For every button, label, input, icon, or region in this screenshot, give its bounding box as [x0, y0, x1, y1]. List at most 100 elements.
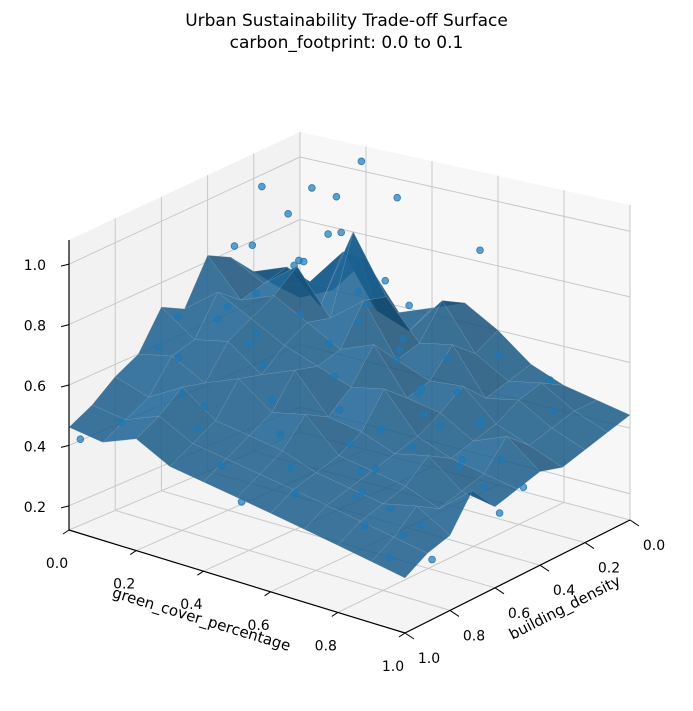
scatter-point	[354, 317, 363, 326]
x-axis-line	[68, 529, 406, 634]
scatter-point	[475, 422, 484, 430]
scatter-point	[497, 455, 506, 464]
axis-lines	[60, 240, 640, 640]
scatter-point	[478, 416, 486, 424]
scatter-point	[455, 463, 463, 471]
scatter-points	[76, 157, 558, 564]
scatter-point	[550, 406, 558, 415]
chart-subtitle: carbon_footprint: 0.0 to 0.1	[229, 33, 464, 53]
scatter-point	[174, 313, 182, 321]
y-tick	[539, 564, 550, 572]
y-tick	[629, 519, 640, 527]
x-tick-label: 1.0	[382, 659, 404, 675]
scatter-point	[299, 257, 308, 266]
scatter-point	[458, 455, 467, 464]
scatter-point	[346, 439, 354, 448]
scatter-point	[371, 465, 380, 474]
scatter-point	[400, 530, 408, 539]
scatter-point	[358, 487, 367, 496]
y-tick	[584, 542, 595, 550]
scatter-point	[392, 356, 401, 364]
scatter-point	[363, 300, 371, 309]
scatter-point	[480, 483, 489, 491]
surface-mesh	[68, 231, 631, 579]
y-tick	[404, 632, 415, 640]
scatter-point	[252, 330, 261, 338]
y-tick	[449, 609, 460, 617]
scatter-point	[436, 422, 445, 430]
y-axis-line	[404, 519, 631, 634]
scatter-point	[495, 352, 503, 360]
scatter-point	[337, 228, 345, 237]
scatter-point	[354, 287, 363, 296]
scatter-point	[325, 339, 334, 348]
scatter-point	[399, 335, 407, 343]
z-tick-label: 0.6	[24, 379, 46, 395]
scatter-point	[200, 402, 209, 411]
x-tick-label: 0.2	[113, 577, 135, 593]
tick-labels: 0.0 0.2 0.4 0.6 0.8 1.0 0.0 0.2 0.4 0.6 0.8 1.0 0.2 0…	[24, 258, 665, 675]
x-tick	[331, 611, 339, 617]
z-tick	[60, 324, 70, 328]
scatter-point	[276, 430, 285, 438]
z-tick	[60, 444, 70, 448]
y-tick-label: 0.8	[463, 628, 485, 644]
z-tick-label: 1.0	[24, 258, 46, 274]
scatter-point	[153, 343, 162, 351]
scatter-point	[395, 346, 404, 355]
scatter-point	[377, 425, 386, 434]
x-tick-label: 0.6	[247, 618, 269, 634]
chart-title: Urban Sustainability Trade-off Surface	[185, 11, 508, 31]
y-tick-label: 1.0	[418, 651, 440, 667]
scatter-point	[332, 192, 341, 201]
z-tick	[60, 263, 70, 267]
scatter-point	[417, 384, 426, 392]
scatter-point	[405, 301, 413, 310]
x-tick	[197, 570, 204, 576]
z-tick-label: 0.2	[24, 500, 46, 516]
scatter-point	[408, 443, 416, 452]
scatter-point	[178, 389, 186, 398]
scatter-point	[381, 276, 390, 285]
grid-line	[68, 219, 301, 326]
scatter-point	[117, 418, 125, 426]
z-tick	[60, 505, 70, 509]
grid-line	[68, 156, 301, 265]
scatter-point	[259, 361, 268, 370]
scatter-point	[237, 498, 246, 506]
x-tick-label: 0.8	[315, 638, 337, 654]
scatter-point	[352, 492, 361, 501]
scatter-point	[324, 230, 332, 238]
scatter-point	[213, 315, 222, 324]
x-tick	[398, 632, 406, 638]
scatter-point	[76, 435, 85, 443]
scatter-point	[519, 483, 528, 492]
scatter-point	[223, 303, 232, 311]
scatter-point	[546, 376, 554, 384]
scatter-point	[453, 389, 462, 397]
grid-line	[299, 156, 631, 232]
x-tick	[264, 591, 271, 597]
scatter-point	[357, 157, 366, 166]
y-tick-label: 0.2	[598, 561, 620, 577]
y-tick-label: 0.4	[553, 583, 575, 599]
y-tick	[494, 587, 505, 595]
scatter-point	[357, 467, 365, 476]
scatter-point	[230, 242, 239, 250]
grid-line	[299, 219, 631, 298]
z-tick-label: 0.4	[24, 439, 46, 455]
scatter-point	[245, 339, 254, 348]
scatter-point	[361, 521, 369, 530]
grid-line	[337, 501, 565, 613]
scatter-point	[385, 554, 394, 562]
scatter-point	[284, 210, 292, 218]
scatter-point	[443, 354, 452, 362]
scatter-point	[174, 353, 183, 362]
scatter-point	[290, 261, 298, 270]
x-tick-label: 0.4	[180, 597, 202, 613]
scatter-point	[287, 463, 296, 472]
scatter-point	[393, 193, 401, 202]
scatter-point	[258, 182, 266, 191]
scatter-point	[495, 509, 504, 517]
